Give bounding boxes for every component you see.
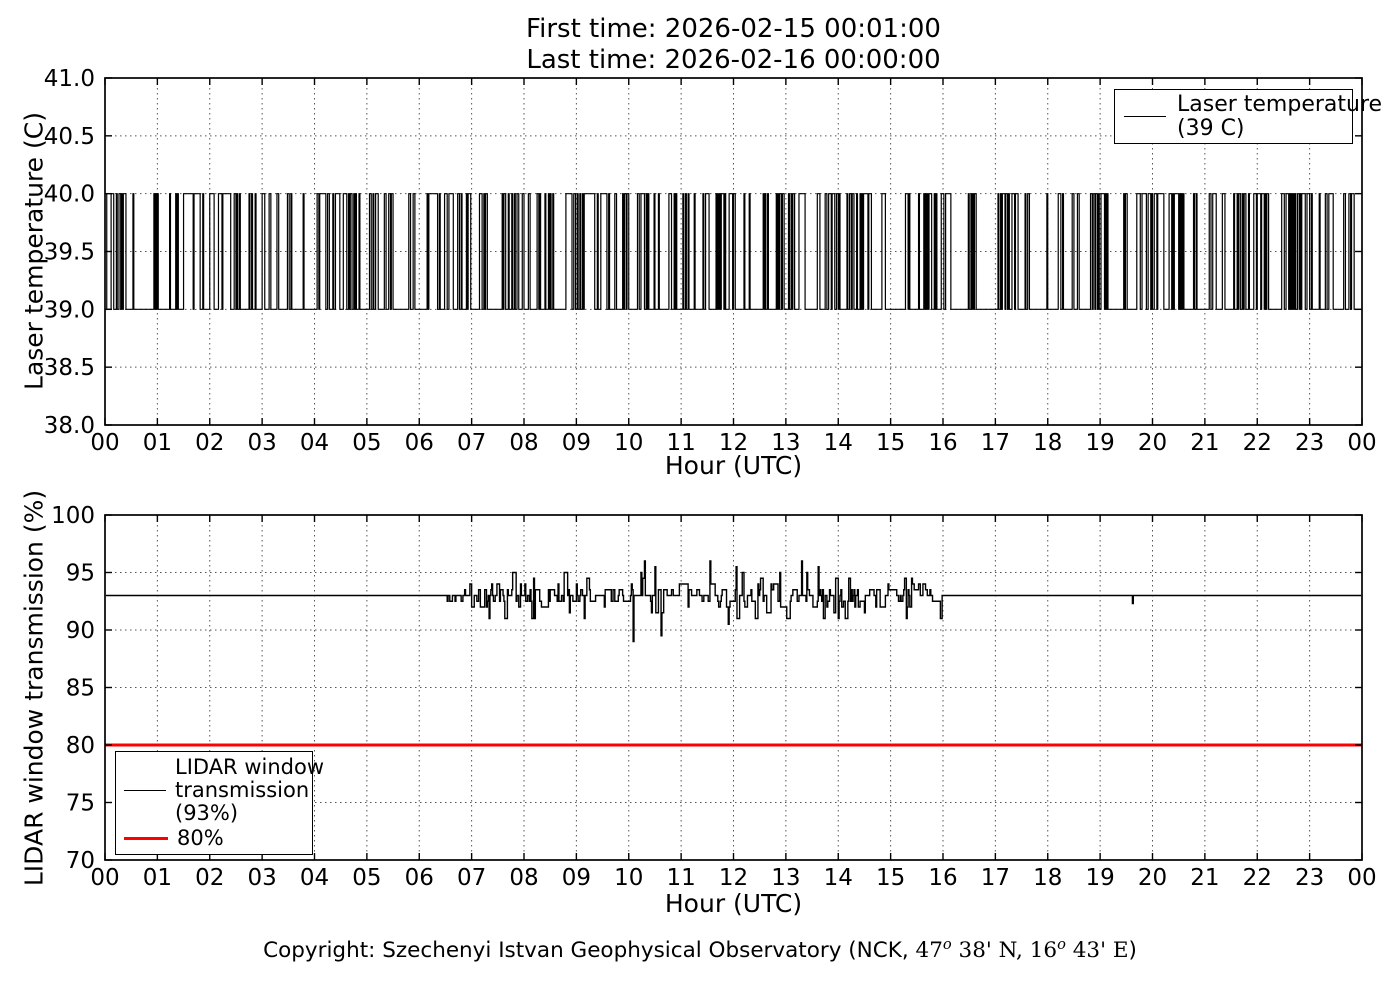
x-tick-label: 00 [90, 430, 119, 456]
y-tick-label: 41.0 [44, 66, 95, 92]
x-tick-label: 04 [300, 865, 329, 891]
x-tick-label: 03 [247, 430, 276, 456]
x-tick-label: 19 [1085, 430, 1114, 456]
y-tick-label: 38.0 [44, 413, 95, 439]
legend-line-sample-black [1124, 116, 1166, 117]
x-tick-label: 21 [1190, 430, 1219, 456]
x-tick-label: 15 [876, 430, 905, 456]
x-tick-label: 02 [195, 865, 224, 891]
x-tick-label: 05 [352, 430, 381, 456]
x-tick-label: 20 [1138, 430, 1167, 456]
legend-line-sample-red [124, 837, 168, 840]
legend-entry-80-percent: 80% [124, 827, 304, 850]
y-tick-label: 38.5 [44, 355, 95, 381]
y-tick-label: 85 [66, 676, 95, 702]
tick-labels: 00 01 02 03 04 05 06 07 08 09 10 11 12 13 14 15 16 17 18 19… [44, 66, 1377, 456]
legend-line-sample-black [124, 790, 166, 791]
x-tick-label: 05 [352, 865, 381, 891]
y-tick-label: 40.5 [44, 124, 95, 150]
degree-symbol: o [942, 936, 952, 953]
x-tick-label: 08 [509, 865, 538, 891]
x-tick-label: 08 [509, 430, 538, 456]
x-tick-label: 10 [614, 430, 643, 456]
x-tick-label: 11 [666, 865, 695, 891]
copyright-prefix: Copyright: Szechenyi Istvan Geophysical … [263, 938, 916, 964]
x-tick-label: 11 [666, 430, 695, 456]
x-tick-label: 07 [457, 865, 486, 891]
x-axis-label-hour-utc-bottom: Hour (UTC) [664, 889, 803, 918]
x-tick-label: 15 [876, 865, 905, 891]
x-tick-label: 16 [928, 865, 957, 891]
x-tick-label: 13 [771, 865, 800, 891]
ticks [104, 514, 1363, 861]
y-axis-label-lidar-transmission: LIDAR window transmission (%) [19, 489, 49, 887]
x-tick-label: 01 [143, 865, 172, 891]
copyright-line: Copyright: Szechenyi Istvan Geophysical … [0, 936, 1400, 963]
x-tick-label: 01 [143, 430, 172, 456]
x-tick-label: 18 [1033, 430, 1062, 456]
x-tick-label: 13 [771, 430, 800, 456]
x-tick-label: 03 [247, 865, 276, 891]
y-tick-label: 70 [66, 848, 95, 874]
y-tick-label: 95 [66, 561, 95, 587]
legend-lidar-transmission: LIDAR window transmission (93%) 80% [115, 751, 324, 855]
x-tick-label: 06 [405, 865, 434, 891]
y-tick-label: 39.0 [44, 297, 95, 323]
x-tick-label: 17 [981, 865, 1010, 891]
series-laser-temperature-39-c- [105, 193, 1362, 310]
x-tick-label: 16 [928, 430, 957, 456]
x-tick-label: 07 [457, 430, 486, 456]
legend-laser-temperature: Laser temperature (39 C) [1114, 89, 1382, 144]
ticks [104, 77, 1363, 426]
x-tick-label: 22 [1243, 865, 1272, 891]
x-tick-label: 04 [300, 430, 329, 456]
x-tick-label: 21 [1190, 865, 1219, 891]
x-tick-label: 00 [1347, 430, 1376, 456]
latitude-minutes: 38' N, [951, 938, 1030, 964]
legend-label-laser-temperature: Laser temperature (39 C) [1177, 91, 1383, 141]
y-tick-label: 90 [66, 618, 95, 644]
x-tick-label: 19 [1085, 865, 1114, 891]
y-tick-label: 75 [66, 791, 95, 817]
x-tick-label: 20 [1138, 865, 1167, 891]
x-tick-label: 09 [562, 430, 591, 456]
lidar-transmission-plot: 00 01 02 03 04 05 06 07 08 09 10 11 12 13 14 15 16 17 18 19… [51, 503, 1377, 891]
y-tick-label: 39.5 [44, 240, 95, 266]
x-tick-label: 22 [1243, 430, 1272, 456]
longitude-degrees: 16 [1029, 938, 1058, 964]
longitude-minutes: 43' E [1065, 938, 1129, 964]
x-tick-label: 00 [90, 865, 119, 891]
y-tick-label: 100 [51, 503, 95, 529]
x-tick-label: 23 [1295, 430, 1324, 456]
series-lidar-window-transmission-93- [105, 560, 1362, 643]
x-tick-label: 12 [719, 430, 748, 456]
y-axis-label-laser-temperature: Laser temperature (C) [19, 112, 49, 390]
laser-temperature-plot: 00 01 02 03 04 05 06 07 08 09 10 11 12 13 14 15 16 17 18 19… [44, 66, 1377, 456]
x-tick-label: 14 [824, 865, 853, 891]
x-tick-label: 18 [1033, 865, 1062, 891]
legend-entry-transmission: LIDAR window transmission (93%) [124, 756, 324, 825]
figure-title: First time: 2026-02-15 00:01:00 Last tim… [105, 14, 1362, 76]
degree-symbol: o [1057, 936, 1066, 953]
latitude-degrees: 47 [915, 938, 943, 964]
x-tick-label: 12 [719, 865, 748, 891]
x-tick-label: 09 [562, 865, 591, 891]
x-tick-label: 06 [405, 430, 434, 456]
x-tick-label: 17 [981, 430, 1010, 456]
x-axis-label-hour-utc-top: Hour (UTC) [664, 451, 803, 480]
x-tick-label: 10 [614, 865, 643, 891]
y-tick-label: 40.0 [44, 182, 95, 208]
title-first-time: First time: 2026-02-15 00:01:00 [526, 14, 941, 44]
y-tick-label: 80 [66, 733, 95, 759]
tick-labels: 00 01 02 03 04 05 06 07 08 09 10 11 12 13 14 15 16 17 18 19… [51, 503, 1377, 891]
x-tick-label: 00 [1347, 865, 1376, 891]
x-tick-label: 02 [195, 430, 224, 456]
copyright-suffix: ) [1128, 938, 1137, 964]
x-tick-label: 14 [824, 430, 853, 456]
title-last-time: Last time: 2026-02-16 00:00:00 [526, 45, 941, 75]
x-tick-label: 23 [1295, 865, 1324, 891]
